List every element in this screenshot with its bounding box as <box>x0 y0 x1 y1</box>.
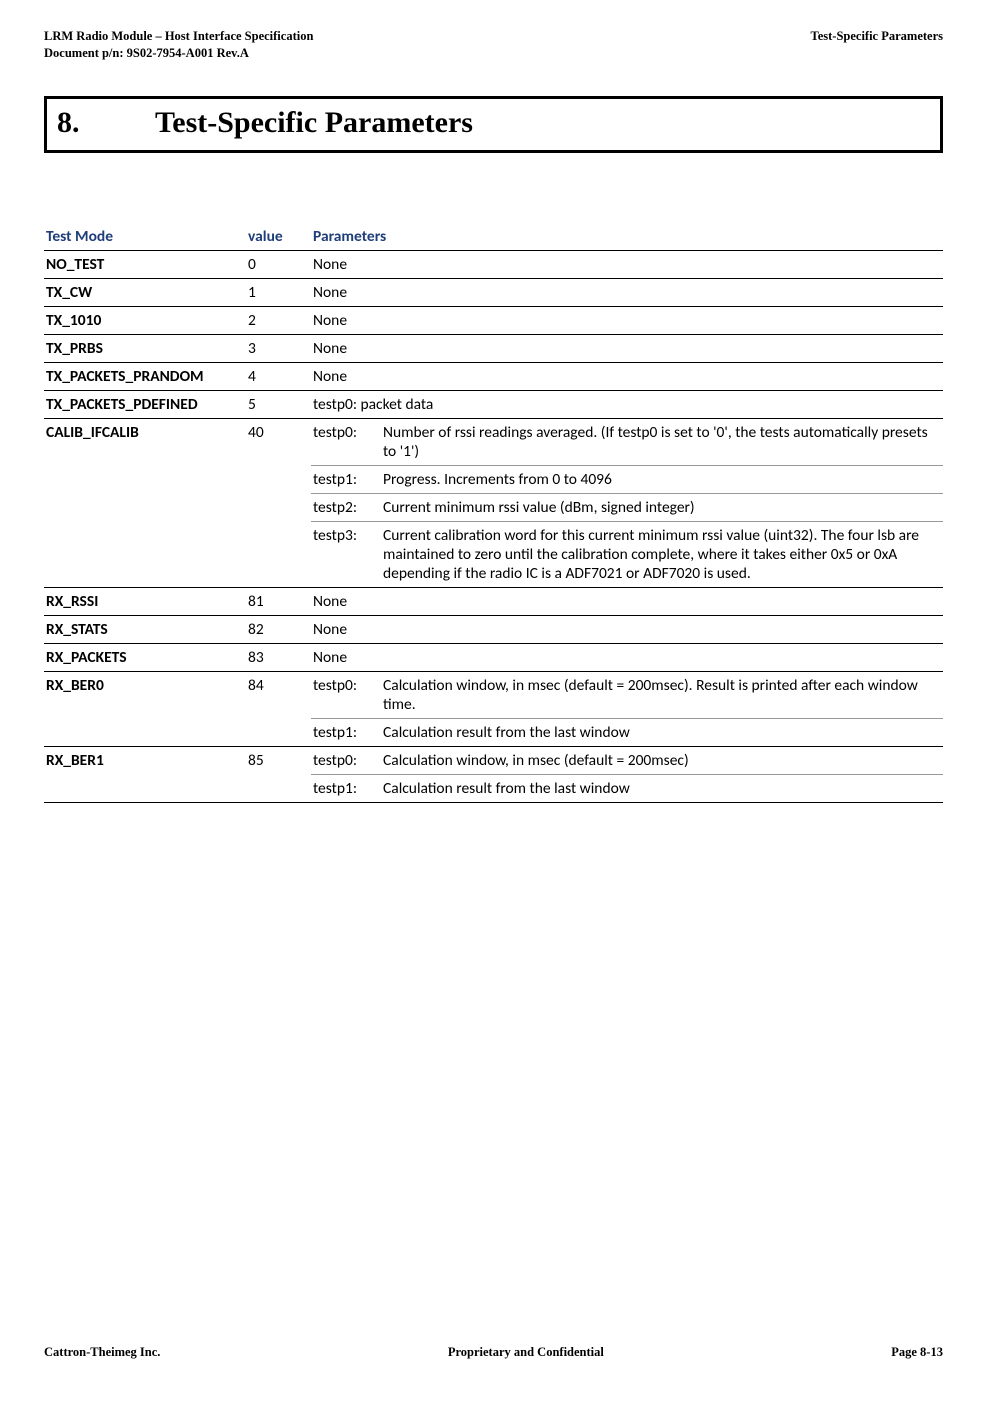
cell-value: 5 <box>246 390 311 418</box>
doc-partnum: Document p/n: 9S02-7954-A001 Rev.A <box>44 45 313 62</box>
cell-value: 4 <box>246 362 311 390</box>
cell-param-key: testp0: <box>311 746 381 774</box>
cell-param-desc: None <box>311 615 943 643</box>
cell-mode: RX_BER0 <box>44 671 246 746</box>
table-row: TX_PRBS3None <box>44 334 943 362</box>
table-row: RX_RSSI81None <box>44 587 943 615</box>
col-header-params: Parameters <box>311 223 943 251</box>
cell-param-desc: Progress. Increments from 0 to 4096 <box>381 465 943 493</box>
page-footer: Cattron-Theimeg Inc. Proprietary and Con… <box>44 1345 943 1360</box>
cell-mode: CALIB_IFCALIB <box>44 418 246 587</box>
cell-param-key: testp2: <box>311 493 381 521</box>
cell-mode: TX_PACKETS_PRANDOM <box>44 362 246 390</box>
cell-param-key: testp3: <box>311 521 381 587</box>
cell-param-desc: None <box>311 587 943 615</box>
cell-mode: TX_PRBS <box>44 334 246 362</box>
cell-param-key: testp1: <box>311 774 381 802</box>
parameters-table: Test Mode value Parameters NO_TEST0NoneT… <box>44 223 943 803</box>
section-heading: 8. Test-Specific Parameters <box>57 106 930 140</box>
footer-right: Page 8-13 <box>891 1345 943 1360</box>
table-row: TX_PACKETS_PDEFINED5testp0: packet data <box>44 390 943 418</box>
cell-param-desc: None <box>311 306 943 334</box>
cell-param-desc: testp0: packet data <box>311 390 943 418</box>
cell-param-desc: None <box>311 250 943 278</box>
table-row: RX_BER185testp0:Calculation window, in m… <box>44 746 943 774</box>
cell-value: 82 <box>246 615 311 643</box>
section-heading-box: 8. Test-Specific Parameters <box>44 96 943 153</box>
header-right: Test-Specific Parameters <box>811 28 943 62</box>
table-row: RX_PACKETS83None <box>44 643 943 671</box>
table-row: RX_BER084testp0:Calculation window, in m… <box>44 671 943 718</box>
cell-param-desc: Calculation result from the last window <box>381 774 943 802</box>
table-row: NO_TEST0None <box>44 250 943 278</box>
cell-param-desc: Calculation window, in msec (default = 2… <box>381 671 943 718</box>
cell-param-desc: Current calibration word for this curren… <box>381 521 943 587</box>
cell-param-desc: None <box>311 334 943 362</box>
cell-value: 2 <box>246 306 311 334</box>
cell-param-key: testp1: <box>311 718 381 746</box>
cell-param-key: testp1: <box>311 465 381 493</box>
cell-mode: TX_1010 <box>44 306 246 334</box>
col-header-value: value <box>246 223 311 251</box>
footer-center: Proprietary and Confidential <box>448 1345 604 1360</box>
cell-param-desc: Current minimum rssi value (dBm, signed … <box>381 493 943 521</box>
footer-left: Cattron-Theimeg Inc. <box>44 1345 160 1360</box>
cell-value: 3 <box>246 334 311 362</box>
cell-param-desc: None <box>311 643 943 671</box>
section-title-text: Test-Specific Parameters <box>155 106 473 140</box>
table-row: TX_PACKETS_PRANDOM4None <box>44 362 943 390</box>
doc-title: LRM Radio Module – Host Interface Specif… <box>44 28 313 45</box>
cell-mode: TX_PACKETS_PDEFINED <box>44 390 246 418</box>
cell-param-desc: Calculation result from the last window <box>381 718 943 746</box>
cell-param-key: testp0: <box>311 671 381 718</box>
cell-value: 81 <box>246 587 311 615</box>
table-header-row: Test Mode value Parameters <box>44 223 943 251</box>
cell-value: 0 <box>246 250 311 278</box>
cell-param-desc: Calculation window, in msec (default = 2… <box>381 746 943 774</box>
cell-mode: NO_TEST <box>44 250 246 278</box>
cell-mode: RX_STATS <box>44 615 246 643</box>
cell-mode: RX_RSSI <box>44 587 246 615</box>
cell-mode: TX_CW <box>44 278 246 306</box>
section-number: 8. <box>57 106 155 140</box>
cell-value: 1 <box>246 278 311 306</box>
table-row: TX_CW1None <box>44 278 943 306</box>
header-left: LRM Radio Module – Host Interface Specif… <box>44 28 313 62</box>
cell-value: 83 <box>246 643 311 671</box>
cell-value: 85 <box>246 746 311 802</box>
cell-param-desc: None <box>311 362 943 390</box>
page: LRM Radio Module – Host Interface Specif… <box>0 0 987 1380</box>
table-row: RX_STATS82None <box>44 615 943 643</box>
page-header: LRM Radio Module – Host Interface Specif… <box>44 28 943 62</box>
cell-value: 40 <box>246 418 311 587</box>
cell-param-key: testp0: <box>311 418 381 465</box>
col-header-mode: Test Mode <box>44 223 246 251</box>
cell-mode: RX_PACKETS <box>44 643 246 671</box>
cell-param-desc: Number of rssi readings averaged. (If te… <box>381 418 943 465</box>
cell-mode: RX_BER1 <box>44 746 246 802</box>
table-row: TX_10102None <box>44 306 943 334</box>
table-row: CALIB_IFCALIB40testp0:Number of rssi rea… <box>44 418 943 465</box>
cell-param-desc: None <box>311 278 943 306</box>
cell-value: 84 <box>246 671 311 746</box>
